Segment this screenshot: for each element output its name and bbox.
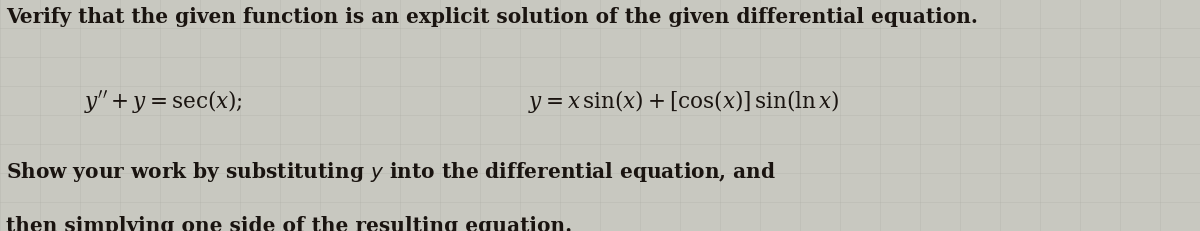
Text: $y = x\,\sin(x) + [\cos(x)]\,\sin(\ln x)$: $y = x\,\sin(x) + [\cos(x)]\,\sin(\ln x)…: [528, 88, 840, 115]
Text: then simplying one side of the resulting equation.: then simplying one side of the resulting…: [6, 215, 572, 231]
Text: $y'' + y = \sec(x);$: $y'' + y = \sec(x);$: [84, 88, 242, 115]
Text: Verify that the given function is an explicit solution of the given differential: Verify that the given function is an exp…: [6, 7, 978, 27]
Text: Show your work by substituting $y$ into the differential equation, and: Show your work by substituting $y$ into …: [6, 159, 776, 183]
